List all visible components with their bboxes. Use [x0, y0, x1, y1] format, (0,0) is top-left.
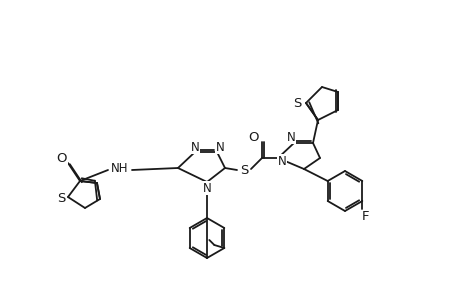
- Text: O: O: [248, 130, 259, 143]
- Text: N: N: [277, 154, 286, 167]
- Text: F: F: [361, 211, 368, 224]
- Text: NH: NH: [111, 161, 129, 175]
- Text: N: N: [202, 182, 211, 194]
- Text: N: N: [190, 140, 199, 154]
- Text: S: S: [239, 164, 248, 176]
- Text: N: N: [286, 130, 295, 143]
- Text: S: S: [292, 97, 301, 110]
- Text: O: O: [56, 152, 67, 164]
- Text: N: N: [215, 140, 224, 154]
- Text: S: S: [57, 191, 65, 205]
